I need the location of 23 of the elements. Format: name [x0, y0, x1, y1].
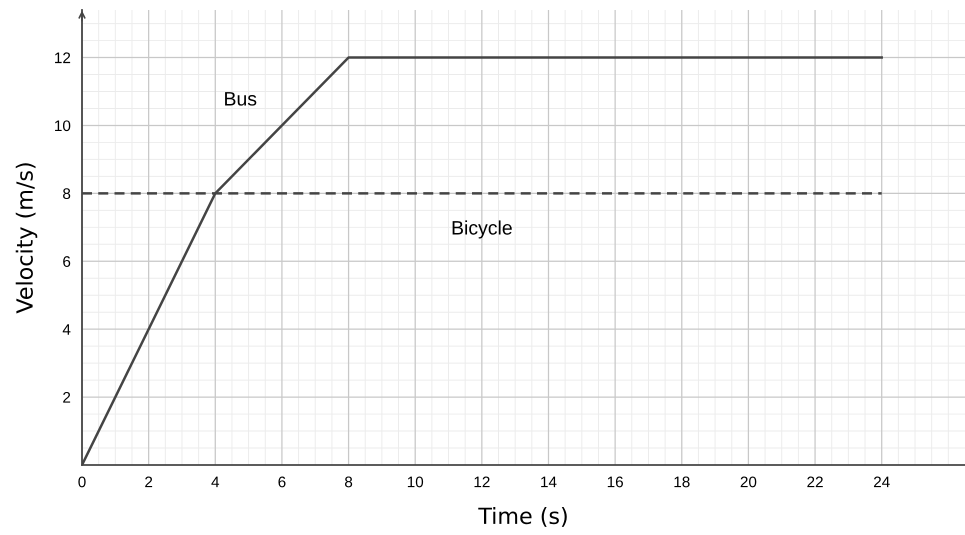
- x-tick-label: 18: [674, 476, 690, 488]
- y-tick-label: 6: [63, 256, 70, 267]
- x-tick-label: 24: [874, 476, 890, 488]
- x-tick-label: 6: [278, 476, 286, 488]
- x-tick-label: 0: [78, 476, 86, 488]
- x-tick-label: 10: [408, 476, 424, 488]
- series-label: Bus: [225, 92, 256, 106]
- y-tick-label: 12: [55, 52, 70, 64]
- series-label: Bicycle: [452, 220, 512, 239]
- x-tick-label: 4: [211, 476, 220, 488]
- x-tick-label: 12: [474, 476, 490, 488]
- y-tick-label: 8: [63, 188, 70, 200]
- y-tick-label: 2: [63, 392, 70, 403]
- x-tick-label: 20: [740, 476, 756, 488]
- x-tick-label: 8: [344, 476, 352, 488]
- x-tick-label: 22: [807, 476, 823, 488]
- y-tick-label: 4: [62, 324, 70, 335]
- x-axis-title: Time (s): [478, 507, 567, 527]
- y-axis-title: Velocity (m/s): [16, 163, 38, 314]
- x-tick-label: 2: [145, 476, 152, 488]
- x-tick-label: 16: [608, 476, 623, 488]
- x-tick-label: 14: [541, 476, 557, 488]
- y-tick-label: 10: [55, 120, 70, 132]
